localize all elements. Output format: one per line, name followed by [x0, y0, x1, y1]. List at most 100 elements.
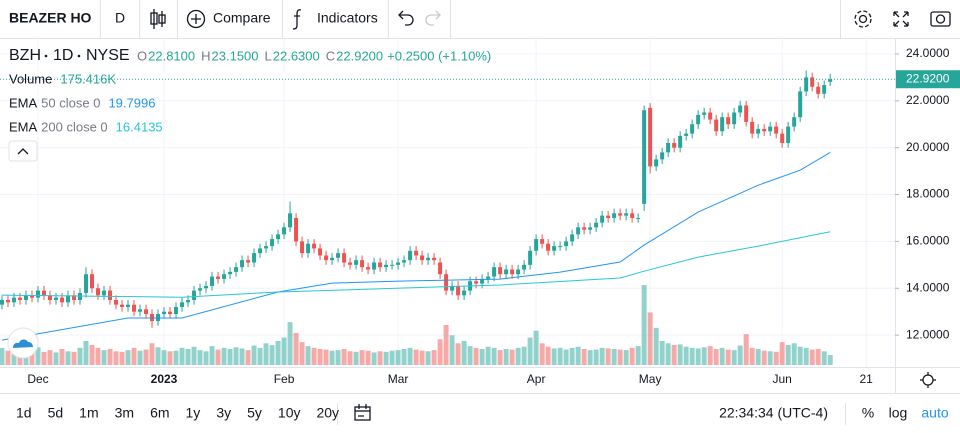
volume-bar	[101, 350, 107, 365]
compare-button[interactable]: Compare	[213, 10, 271, 26]
timeframe-button[interactable]: 1d	[16, 405, 32, 421]
timeframe-button[interactable]: 10y	[278, 405, 301, 421]
legend-key: H	[201, 48, 210, 63]
candle-body	[786, 126, 791, 143]
chart-style-icon[interactable]	[150, 9, 166, 29]
volume-bar	[263, 343, 269, 365]
candle-body	[708, 112, 713, 120]
timeframe-button[interactable]: 5d	[48, 405, 64, 421]
candle-body	[768, 126, 773, 132]
indicators-button[interactable]: Indicators	[317, 10, 378, 26]
volume-bar	[791, 343, 797, 365]
collapse-legend-button[interactable]	[8, 140, 38, 162]
compare-icon[interactable]	[191, 14, 201, 24]
volume-bar	[635, 346, 641, 365]
volume-bar	[113, 351, 119, 365]
time-axis-settings[interactable]	[920, 372, 936, 388]
volume-bar	[167, 351, 173, 365]
volume-bar	[47, 350, 53, 365]
candle-body	[480, 278, 485, 284]
timeframe-button[interactable]: 5y	[247, 405, 262, 421]
candle-body	[222, 274, 227, 279]
candle-body	[660, 152, 665, 160]
compare-icon[interactable]	[186, 9, 206, 29]
ema-legend-value: 16.4135	[116, 119, 163, 134]
candle-body	[282, 227, 287, 235]
candle-body	[23, 295, 28, 300]
candle-body	[630, 213, 635, 218]
volume-bar	[557, 347, 563, 365]
volume-legend-value: 175.416K	[60, 71, 116, 86]
fullscreen-button[interactable]	[893, 11, 909, 27]
indicators-icon[interactable]	[292, 9, 302, 30]
volume-bar	[659, 341, 665, 365]
x-tick-label: Jun	[772, 372, 791, 386]
volume-bar	[779, 342, 785, 365]
volume-bar	[191, 346, 197, 365]
candle-body	[372, 262, 377, 270]
volume-bar	[395, 350, 401, 365]
candle-body	[330, 257, 335, 261]
collapse-legend-icon[interactable]	[17, 148, 29, 155]
timeframe-button[interactable]: 1m	[79, 405, 98, 421]
volume-bar	[797, 346, 803, 365]
candle-body	[552, 246, 557, 251]
candle-body	[5, 299, 10, 303]
candle-body	[474, 281, 479, 284]
date-range-button[interactable]	[354, 404, 371, 421]
timeframe-button[interactable]: 20y	[316, 405, 339, 421]
candle-body	[204, 285, 209, 289]
volume-bar	[119, 351, 125, 365]
volume-bar	[323, 349, 329, 365]
volume-bar	[587, 350, 593, 365]
candle-body	[138, 309, 143, 312]
candle-body	[606, 215, 611, 218]
volume-bar	[41, 351, 47, 365]
screenshot-button[interactable]	[930, 11, 951, 27]
volume-bar	[581, 349, 587, 365]
volume-bar	[605, 348, 611, 365]
symbol-button[interactable]: BEAZER HO	[9, 10, 92, 26]
volume-bar	[767, 351, 773, 365]
scale-option[interactable]: log	[889, 405, 908, 421]
volume-bar	[647, 312, 653, 365]
candle-body	[366, 267, 371, 270]
timeframe-button[interactable]: 6m	[150, 405, 169, 421]
candle-body	[540, 239, 545, 244]
legend-value: 23.1500	[212, 48, 259, 63]
candle-body	[678, 135, 683, 148]
scale-option[interactable]: %	[862, 405, 874, 421]
volume-bar	[719, 347, 725, 365]
volume-bar	[533, 330, 539, 365]
volume-bar	[701, 347, 707, 365]
candle-body	[390, 264, 395, 266]
candle-body	[672, 142, 677, 148]
candle-body	[780, 133, 785, 143]
screenshot-button[interactable]	[935, 14, 946, 24]
x-tick-label: 2023	[151, 372, 178, 386]
candle-body	[828, 79, 833, 82]
undo-button[interactable]	[398, 10, 414, 26]
candle-body	[810, 77, 815, 87]
candle-body	[654, 159, 659, 167]
scale-option[interactable]: auto	[921, 405, 948, 421]
redo-button[interactable]	[425, 10, 441, 26]
candle-body	[798, 91, 803, 118]
candle-body	[444, 274, 449, 291]
volume-bar	[107, 349, 113, 365]
interval-button[interactable]: D	[115, 10, 125, 26]
timeframe-button[interactable]: 3y	[216, 405, 231, 421]
x-tick-label: Dec	[27, 372, 48, 386]
volume-bar	[245, 350, 251, 365]
timeframe-button[interactable]: 3m	[115, 405, 134, 421]
volume-bar	[707, 346, 713, 365]
timeframe-button[interactable]: 1y	[186, 405, 201, 421]
volume-bar	[5, 350, 11, 365]
settings-button[interactable]	[858, 14, 868, 24]
volume-bar	[125, 350, 131, 365]
settings-button[interactable]	[854, 10, 872, 28]
y-tick-label: 16.0000	[906, 234, 950, 248]
time-axis-settings[interactable]	[922, 374, 934, 386]
volume-bar	[689, 347, 695, 365]
candle-body	[174, 307, 179, 315]
